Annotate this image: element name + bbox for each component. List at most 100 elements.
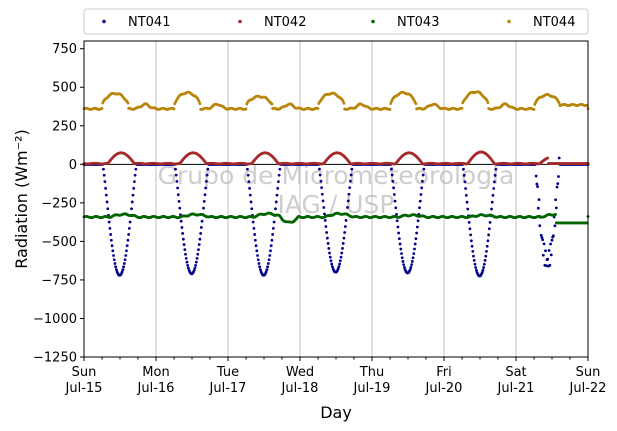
point-nt041 [104, 186, 107, 190]
point-nt041 [421, 179, 424, 183]
point-nt041 [413, 247, 416, 251]
point-nt041 [125, 249, 128, 253]
point-nt041 [176, 193, 180, 197]
point-nt041 [318, 173, 322, 177]
point-nt041 [466, 207, 470, 211]
point-nt041 [252, 226, 256, 230]
point-nt041 [416, 219, 420, 223]
point-nt041 [130, 207, 133, 211]
point-nt041 [274, 207, 277, 211]
point-nt041 [534, 174, 538, 178]
point-nt041 [486, 239, 490, 243]
point-nt041 [133, 180, 136, 184]
point-nt041 [256, 258, 260, 262]
point-nt041 [112, 254, 115, 257]
point-nt041 [392, 193, 396, 196]
point-nt041 [120, 270, 124, 274]
point-nt041 [391, 179, 395, 183]
point-nt041 [253, 238, 257, 242]
point-nt041 [249, 200, 253, 204]
point-nt041 [187, 266, 190, 270]
point-nt041 [277, 173, 281, 177]
point-nt041 [336, 267, 340, 271]
point-nt041 [330, 262, 334, 266]
point-nt041 [250, 207, 254, 211]
data-points [82, 90, 590, 278]
point-nt041 [186, 263, 190, 267]
point-nt041 [105, 200, 109, 204]
point-nt041 [538, 224, 542, 228]
point-nt041 [472, 254, 475, 258]
y-axis: 750 500 250 0 −250 −500 −750 −1000 −1250 [33, 42, 84, 366]
point-nt041 [341, 242, 345, 245]
series-nt044 [82, 90, 590, 111]
point-nt041 [248, 186, 252, 190]
point-nt041 [247, 180, 251, 184]
point-nt041 [197, 248, 200, 252]
point-nt041 [178, 206, 182, 210]
point-nt041 [554, 206, 558, 210]
x-tick-label-2-date: Jul-17 [209, 381, 247, 396]
point-nt041 [194, 260, 198, 264]
point-nt041 [246, 167, 249, 171]
point-nt041 [541, 238, 545, 242]
point-nt041 [177, 200, 181, 203]
point-nt041 [130, 200, 134, 204]
point-nt041 [319, 179, 323, 183]
point-nt041 [265, 268, 269, 271]
point-nt041 [346, 206, 349, 209]
point-nt041 [541, 253, 545, 257]
point-nt041 [180, 226, 184, 229]
point-nt041 [487, 227, 491, 231]
point-nt041 [202, 206, 205, 210]
legend-marker-nt043 [371, 19, 375, 24]
point-nt041 [469, 233, 473, 237]
point-nt041 [462, 167, 465, 171]
point-nt041 [338, 259, 342, 263]
point-nt041 [348, 186, 352, 190]
point-nt041 [196, 252, 200, 256]
point-nt041 [269, 244, 273, 248]
point-nt041 [409, 266, 413, 269]
point-nt041 [122, 262, 126, 265]
point-nt041 [462, 173, 466, 177]
point-nt041 [253, 233, 257, 236]
point-nt041 [471, 250, 475, 253]
y-tick-label-8: −1250 [33, 351, 77, 366]
point-nt041 [402, 263, 406, 267]
point-nt041 [544, 249, 547, 253]
point-nt041 [108, 226, 112, 230]
point-nt041 [340, 251, 344, 255]
y-tick-label-5: −500 [41, 235, 77, 250]
point-nt041 [346, 199, 350, 203]
point-nt041 [542, 242, 546, 246]
point-nt044 [172, 107, 176, 111]
point-nt041 [546, 257, 550, 261]
point-nt041 [474, 266, 478, 269]
legend-marker-nt041 [102, 19, 106, 24]
point-nt041 [258, 265, 262, 269]
y-tick-label-4: −250 [41, 196, 77, 211]
point-nt041 [338, 262, 341, 266]
point-nt041 [412, 252, 416, 256]
point-nt041 [276, 186, 280, 190]
point-nt044 [414, 102, 418, 106]
point-nt041 [198, 237, 202, 241]
point-nt041 [555, 185, 559, 189]
x-tick-label-4-day: Thu [359, 365, 384, 380]
legend-label-nt042: NT042 [264, 15, 306, 30]
y-tick-label-6: −750 [41, 273, 77, 288]
point-nt041 [398, 242, 402, 246]
point-nt041 [324, 225, 328, 228]
x-tick-label-3-date: Jul-18 [281, 381, 319, 396]
point-nt041 [337, 265, 341, 269]
point-nt041 [463, 180, 467, 184]
point-nt041 [199, 226, 203, 229]
point-nt041 [400, 256, 404, 260]
point-nt041 [184, 257, 188, 260]
point-nt041 [540, 236, 544, 239]
point-nt041 [246, 173, 250, 177]
point-nt041 [483, 259, 487, 262]
x-tick-label-5-date: Jul-20 [425, 381, 463, 396]
point-nt041 [557, 156, 561, 160]
